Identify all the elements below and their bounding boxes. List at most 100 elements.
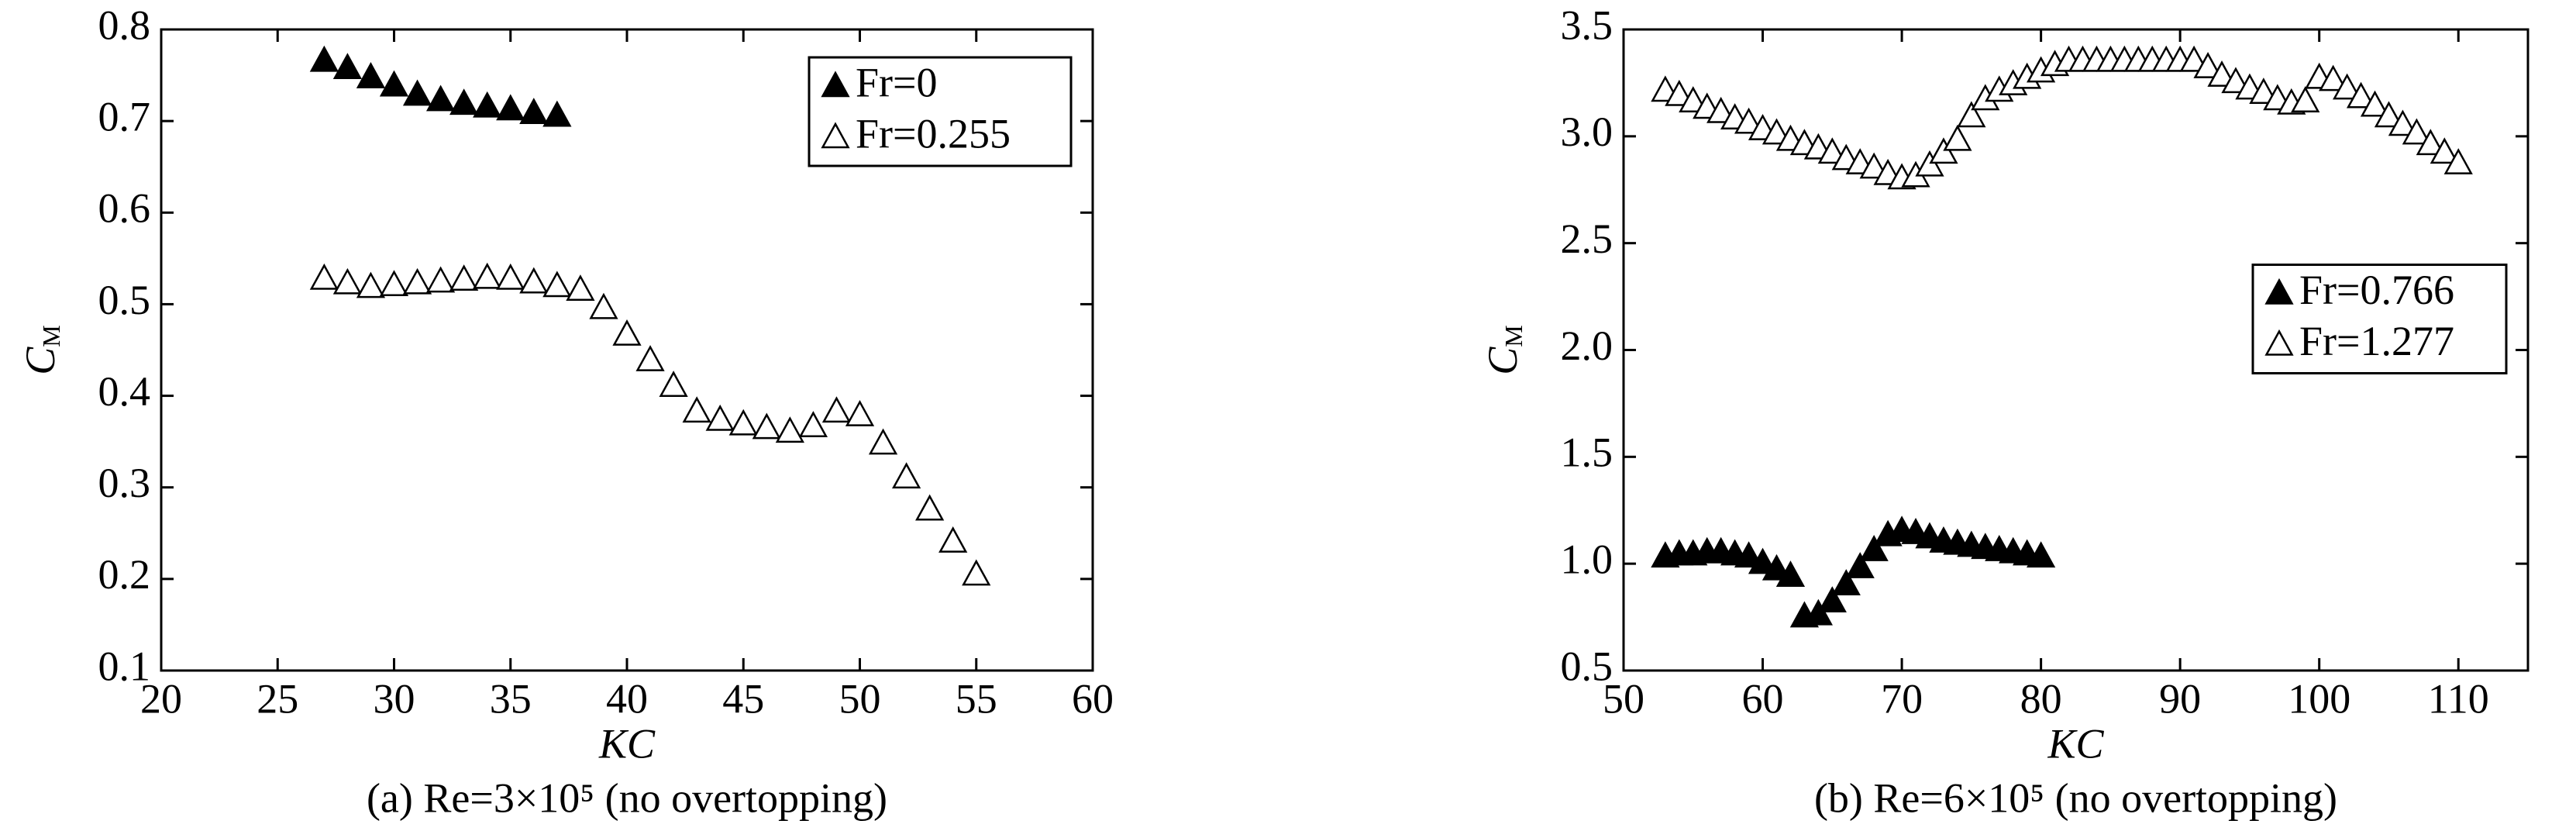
marker	[659, 371, 688, 398]
marker	[2291, 86, 2320, 112]
marker	[2249, 78, 2278, 104]
legend-marker	[2264, 329, 2294, 356]
x-tick-label: 80	[2020, 675, 2062, 722]
y-tick-label: 0.8	[98, 2, 151, 48]
legend-label: Fr=0.766	[2299, 267, 2454, 313]
marker	[356, 62, 386, 88]
marker	[332, 267, 363, 295]
x-tick-label: 50	[1603, 675, 1644, 722]
y-tick-label: 0.4	[98, 368, 151, 415]
y-tick-label: 3.5	[1561, 2, 1613, 48]
marker	[2402, 118, 2431, 145]
marker	[402, 79, 432, 106]
marker	[425, 84, 456, 112]
x-tick-label: 60	[1072, 675, 1114, 722]
marker	[519, 98, 549, 124]
marker	[332, 53, 363, 80]
marker	[1775, 560, 1806, 587]
marker	[309, 45, 339, 72]
x-tick-label: 100	[2288, 675, 2350, 722]
legend-marker	[2264, 278, 2294, 305]
marker	[1734, 107, 1764, 134]
caption: (a) Re=3×10⁵ (no overtopping)	[367, 774, 887, 821]
marker	[542, 100, 572, 127]
legend-label: Fr=0	[856, 59, 937, 105]
marker	[2319, 64, 2348, 91]
marker	[1762, 553, 1792, 581]
y-tick-label: 1.0	[1561, 536, 1613, 583]
y-tick-label: 0.7	[98, 94, 151, 140]
marker	[821, 396, 852, 423]
marker	[519, 267, 549, 294]
y-label-sub: M	[37, 325, 65, 347]
x-tick-label: 45	[722, 675, 764, 722]
marker	[449, 88, 479, 116]
x-tick-label: 110	[2428, 675, 2489, 722]
legend-marker	[821, 122, 850, 149]
y-tick-label: 0.5	[98, 277, 151, 323]
legend-label: Fr=1.277	[2299, 318, 2454, 364]
marker	[402, 267, 432, 295]
marker	[2360, 90, 2390, 117]
marker	[1762, 118, 1792, 145]
marker	[775, 416, 804, 443]
x-tick-label: 20	[140, 675, 182, 722]
x-tick-label: 60	[1742, 675, 1784, 722]
marker	[705, 404, 735, 431]
y-label-main: C	[1479, 347, 1526, 375]
marker	[589, 292, 618, 319]
marker	[635, 345, 665, 371]
marker	[542, 271, 572, 298]
y-tick-label: 2.0	[1561, 322, 1613, 369]
marker	[1803, 598, 1833, 626]
marker	[845, 399, 875, 426]
marker	[566, 274, 595, 301]
marker	[2207, 60, 2237, 87]
y-tick-label: 0.3	[98, 460, 151, 506]
marker	[309, 263, 339, 290]
marker	[938, 526, 968, 553]
chart: 50 60 70 80 90 100 110 0.5 1.0 1.5 2.0 2.5 3.0 3.5 KC C…	[1479, 2, 2530, 821]
marker	[496, 263, 525, 290]
x-tick-label: 70	[1881, 675, 1923, 722]
marker	[1706, 96, 1736, 123]
y-tick-label: 0.2	[98, 551, 151, 598]
marker	[1748, 547, 1778, 574]
legend-box	[808, 56, 1073, 167]
marker	[1859, 152, 1889, 179]
marker	[612, 319, 642, 346]
marker	[1845, 552, 1875, 578]
marker	[2374, 101, 2404, 128]
marker	[868, 428, 898, 455]
marker	[1817, 137, 1847, 164]
y-tick-label: 0.6	[98, 185, 151, 232]
marker	[473, 91, 502, 118]
marker	[356, 271, 386, 298]
y-axis-label: CM	[1479, 325, 1527, 374]
y-tick-label: 0.5	[1561, 643, 1613, 689]
y-axis-label: CM	[17, 325, 65, 374]
marker	[1915, 150, 1944, 177]
marker	[2179, 45, 2209, 72]
marker	[425, 266, 456, 293]
y-label-sub: M	[1500, 325, 1527, 347]
marker	[798, 411, 828, 437]
marker	[962, 559, 991, 586]
marker	[682, 396, 711, 423]
marker	[2332, 73, 2362, 100]
x-axis-label: KC	[2047, 720, 2104, 767]
legend-marker	[821, 71, 850, 98]
y-tick-label: 2.5	[1561, 216, 1613, 262]
y-tick-label: 1.5	[1561, 429, 1613, 476]
marker	[379, 270, 409, 297]
marker	[1859, 535, 1889, 561]
marker	[1817, 586, 1847, 613]
marker	[728, 409, 758, 436]
marker	[891, 462, 921, 489]
marker	[2430, 137, 2459, 164]
marker	[1831, 569, 1861, 595]
marker	[1943, 124, 1972, 151]
legend-box	[2251, 264, 2508, 374]
x-axis-label: KC	[598, 720, 656, 767]
